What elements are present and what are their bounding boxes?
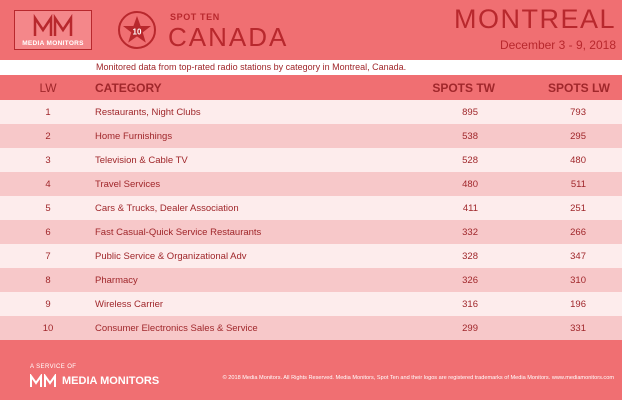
table-subtitle: Monitored data from top-rated radio stat…	[0, 60, 622, 75]
table-row: 5 Cars & Trucks, Dealer Association 411 …	[0, 196, 622, 220]
row-spots-lw: 331	[570, 322, 586, 334]
spot-ten-badge-icon: 10	[118, 11, 156, 49]
row-spots-tw: 480	[462, 178, 478, 190]
table-row: 6 Fast Casual-Quick Service Restaurants …	[0, 220, 622, 244]
media-monitors-logo: MEDIA MONITORS	[14, 10, 92, 50]
row-category: Consumer Electronics Sales & Service	[95, 322, 258, 334]
row-category: Cars & Trucks, Dealer Association	[95, 202, 239, 214]
row-spots-tw: 528	[462, 154, 478, 166]
row-category: Home Furnishings	[95, 130, 173, 142]
footer: A SERVICE OF MEDIA MONITORS © 2018 Media…	[0, 352, 622, 400]
table-row: 3 Television & Cable TV 528 480	[0, 148, 622, 172]
row-lw: 7	[45, 250, 51, 262]
row-lw: 6	[45, 226, 51, 238]
row-category: Fast Casual-Quick Service Restaurants	[95, 226, 262, 238]
city-title: MONTREAL	[453, 4, 616, 34]
row-lw: 10	[42, 322, 54, 334]
mm-logo-icon	[33, 14, 73, 36]
table-row: 4 Travel Services 480 511	[0, 172, 622, 196]
row-spots-tw: 328	[462, 250, 478, 262]
row-spots-lw: 347	[570, 250, 586, 262]
row-spots-tw: 326	[462, 274, 478, 286]
row-lw: 4	[45, 178, 51, 190]
country-title: CANADA	[168, 22, 289, 52]
date-range: December 3 - 9, 2018	[499, 38, 616, 52]
footer-logo: MEDIA MONITORS	[30, 374, 159, 388]
spot-ten-table: Monitored data from top-rated radio stat…	[0, 60, 622, 340]
row-spots-tw: 316	[462, 298, 478, 310]
row-spots-tw: 332	[462, 226, 478, 238]
row-spots-tw: 895	[462, 106, 478, 118]
row-spots-lw: 251	[570, 202, 586, 214]
row-spots-lw: 793	[570, 106, 586, 118]
row-lw: 2	[45, 130, 51, 142]
row-lw: 9	[45, 298, 51, 310]
footer-brand-text: MEDIA MONITORS	[62, 375, 160, 387]
row-spots-tw: 299	[462, 322, 478, 334]
table-header: LW CATEGORY SPOTS TW SPOTS LW	[0, 75, 622, 100]
row-category: Pharmacy	[95, 274, 138, 286]
row-category: Wireless Carrier	[95, 298, 164, 310]
header-spots-lw: SPOTS LW	[547, 80, 610, 95]
row-spots-lw: 480	[570, 154, 586, 166]
row-spots-tw: 411	[462, 202, 478, 214]
table-row: 1 Restaurants, Night Clubs 895 793	[0, 100, 622, 124]
header-lw: LW	[39, 80, 57, 95]
row-spots-tw: 538	[462, 130, 478, 142]
row-category: Television & Cable TV	[95, 154, 188, 166]
copyright-text: © 2018 Media Monitors. All Rights Reserv…	[222, 375, 614, 381]
row-spots-lw: 196	[570, 298, 586, 310]
table-row: 8 Pharmacy 326 310	[0, 268, 622, 292]
row-spots-lw: 295	[570, 130, 586, 142]
table-row: 10 Consumer Electronics Sales & Service …	[0, 316, 622, 340]
row-lw: 1	[45, 106, 51, 118]
mm-footer-logo-icon	[30, 374, 56, 387]
row-spots-lw: 266	[570, 226, 586, 238]
row-spots-lw: 310	[570, 274, 586, 286]
table-row: 2 Home Furnishings 538 295	[0, 124, 622, 148]
table-row: 9 Wireless Carrier 316 196	[0, 292, 622, 316]
row-spots-lw: 511	[570, 178, 586, 190]
table-row: 7 Public Service & Organizational Adv 32…	[0, 244, 622, 268]
row-category: Travel Services	[95, 178, 161, 190]
service-label: A SERVICE OF	[30, 364, 77, 370]
badge-number: 10	[133, 28, 142, 37]
row-lw: 5	[45, 202, 51, 214]
row-category: Restaurants, Night Clubs	[95, 106, 201, 118]
spot-ten-label: SPOT TEN	[170, 12, 220, 22]
row-lw: 3	[45, 154, 51, 166]
row-category: Public Service & Organizational Adv	[95, 250, 247, 262]
header: MEDIA MONITORS 10 SPOT TEN CANADA MONTRE…	[0, 0, 622, 60]
header-spots-tw: SPOTS TW	[432, 80, 495, 95]
header-category: CATEGORY	[95, 80, 162, 95]
row-lw: 8	[45, 274, 51, 286]
logo-brand-text: MEDIA MONITORS	[22, 40, 84, 47]
